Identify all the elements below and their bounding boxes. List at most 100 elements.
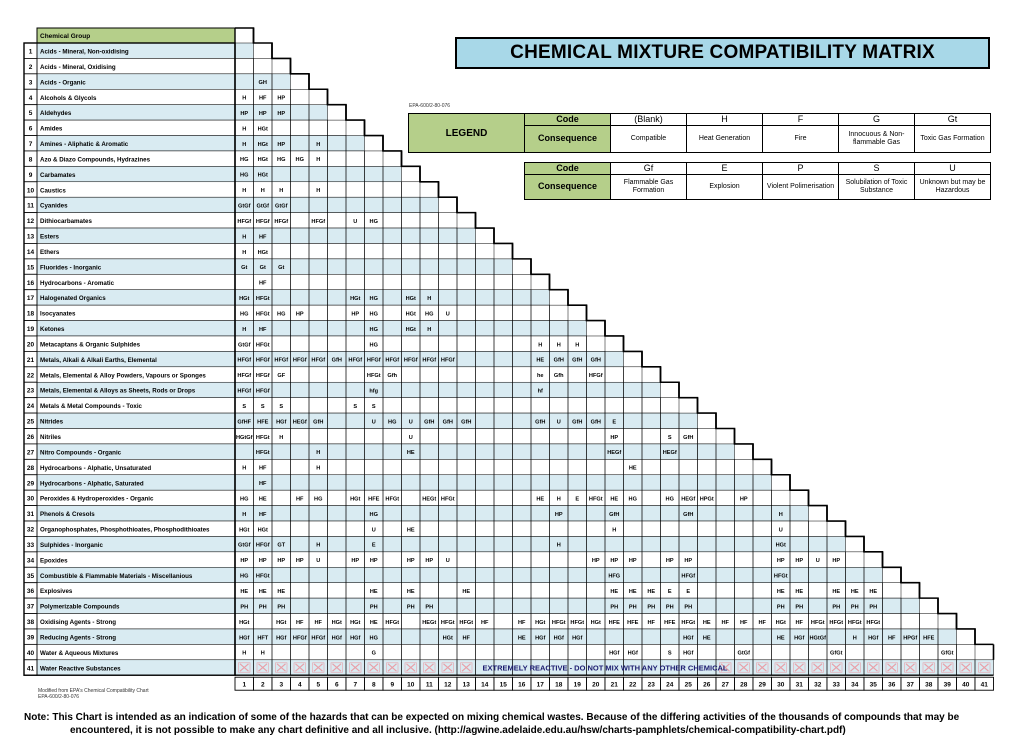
matrix-value: HFGt [774, 574, 788, 580]
matrix-value: HFE [368, 496, 379, 502]
matrix-value: HE [462, 589, 470, 595]
table-row [37, 150, 383, 167]
reactive-warning: EXTREMELY REACTIVE - DO NOT MIX WITH ANY… [482, 663, 727, 672]
group-name: Peroxides & Hydroperoxides - Organic [40, 496, 154, 503]
matrix-value: GfH [461, 419, 471, 425]
matrix-value: GtGf [738, 651, 751, 657]
row-number: 20 [27, 341, 35, 348]
legend-code: P [762, 162, 839, 175]
incompatible-cross-icon [293, 662, 306, 673]
group-name: Amines - Aliphatic & Aromatic [40, 141, 129, 148]
group-name: Epoxides [40, 557, 68, 564]
matrix-value: H [261, 188, 265, 194]
row-number: 10 [27, 187, 35, 194]
legend-consequence: Toxic Gas Formation [914, 125, 991, 153]
matrix-value: GfH [313, 419, 323, 425]
matrix-value: HGt [776, 543, 786, 549]
row-number: 11 [27, 203, 34, 210]
row-number: 27 [27, 449, 35, 456]
matrix-value: HGf [239, 635, 249, 641]
matrix-value: HG [425, 311, 433, 317]
matrix-value: HF [796, 620, 804, 626]
matrix-value: HE [629, 466, 637, 472]
group-name: Caustics [40, 187, 66, 194]
incompatible-cross-icon [904, 662, 917, 673]
matrix-value: HGf [276, 419, 286, 425]
matrix-value: GfGt [941, 651, 954, 657]
table-row [37, 135, 365, 151]
group-name: Phenols & Cresols [40, 511, 95, 518]
matrix-value: HE [777, 589, 785, 595]
column-number: 32 [814, 682, 822, 689]
matrix-value: H [557, 543, 561, 549]
matrix-value: HP [592, 558, 600, 564]
matrix-value: HFE [923, 635, 934, 641]
column-number: 2 [261, 682, 265, 689]
row-number: 30 [27, 496, 35, 503]
matrix-value: HFGf [256, 389, 270, 395]
matrix-value: HF [259, 466, 267, 472]
column-number: 11 [426, 682, 433, 689]
matrix-value: GfH [572, 419, 582, 425]
matrix-value: HFGt [829, 620, 843, 626]
table-row [37, 366, 642, 383]
incompatible-cross-icon [793, 662, 806, 673]
incompatible-cross-icon [830, 662, 843, 673]
incompatible-cross-icon [349, 662, 362, 673]
matrix-value: HFE [609, 620, 620, 626]
row-number: 5 [29, 110, 33, 117]
matrix-value: H [242, 234, 246, 240]
incompatible-cross-icon [867, 662, 880, 673]
matrix-value: HF [888, 635, 896, 641]
matrix-value: PH [610, 604, 618, 610]
matrix-value: HF [296, 496, 304, 502]
matrix-value: HGt [258, 142, 268, 148]
matrix-value: HGf [535, 635, 545, 641]
matrix-value: HP [240, 111, 248, 117]
matrix-value: GfH [535, 419, 545, 425]
matrix-value: HG [240, 173, 248, 179]
matrix-value: HFGt [256, 450, 270, 456]
matrix-value: GfH [683, 435, 693, 441]
table-row [37, 120, 346, 136]
matrix-value: HP [296, 311, 304, 317]
matrix-value: U [446, 558, 450, 564]
legend-consequence-label: Consequence [524, 174, 611, 200]
matrix-value: GfH [424, 419, 434, 425]
matrix-value: HE [869, 589, 877, 595]
matrix-value: HFG [608, 574, 620, 580]
matrix-value: PH [259, 604, 267, 610]
matrix-value: H [242, 188, 246, 194]
table-row [37, 320, 587, 336]
matrix-value: HE [536, 358, 544, 364]
table-row [37, 89, 309, 105]
table-row [37, 443, 735, 460]
matrix-value: GfH [572, 358, 582, 364]
row-number: 16 [27, 280, 35, 287]
matrix-value: HGt [350, 496, 360, 502]
row-number: 36 [27, 588, 35, 595]
source-note-line: Modified from EPA's Chemical Compatibili… [38, 688, 149, 694]
incompatible-cross-icon [756, 662, 769, 673]
matrix-value: HF [259, 281, 267, 287]
matrix-value: HPGf [903, 635, 917, 641]
matrix-value: H [612, 527, 616, 533]
matrix-value: HGf [609, 651, 619, 657]
table-row [37, 459, 753, 475]
matrix-value: Gt [278, 265, 284, 271]
matrix-value: HGt [591, 620, 601, 626]
column-number: 41 [981, 682, 989, 689]
matrix-value: H [316, 543, 320, 549]
column-number: 16 [518, 682, 526, 689]
matrix-value: HFT [257, 635, 268, 641]
matrix-value: GfH [591, 419, 601, 425]
matrix-value: HGt [239, 620, 249, 626]
matrix-value: HE [610, 496, 618, 502]
matrix-value: HGt [258, 157, 268, 163]
matrix-value: HP [277, 558, 285, 564]
incompatible-cross-icon [737, 662, 750, 673]
column-number: 14 [481, 682, 489, 689]
matrix-value: HP [425, 558, 433, 564]
matrix-value: S [668, 435, 672, 441]
row-number: 7 [29, 141, 33, 148]
